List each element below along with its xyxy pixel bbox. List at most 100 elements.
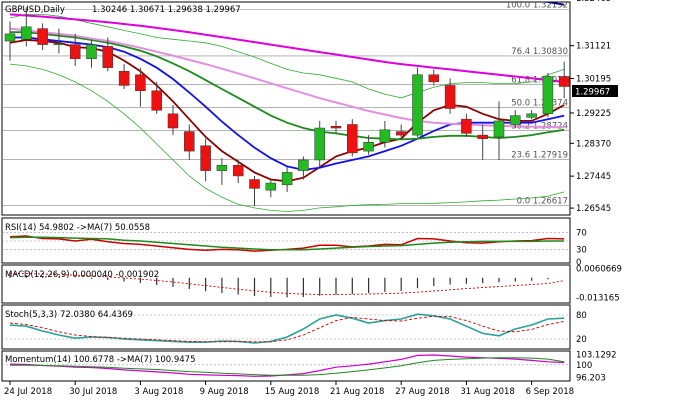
rsi-tick-label: 70 (576, 229, 587, 239)
fibonacci-label: 23.6 1.27919 (511, 150, 568, 160)
bullish-candle (216, 165, 228, 171)
bullish-candle (281, 172, 293, 186)
rsi-tick-label: 30 (576, 245, 587, 255)
macd-signal-line (9, 272, 565, 295)
moving-average-line (541, 2, 565, 6)
price-tick-label: 1.32465 (576, 0, 611, 4)
macd-title: MACD(12,26,9) 0.000040 -0.001902 (5, 270, 159, 280)
momentum-tick-label: 100 (576, 361, 592, 371)
bullish-candle (21, 26, 32, 40)
bullish-candle (526, 113, 537, 118)
macd-indicator: 0.0060669 -0.013165 (9, 265, 622, 304)
rsi-title: RSI(14) 54.9802 ->MA(7) 50.0558 (5, 223, 150, 233)
date-tick-label: 6 Sep 2018 (526, 387, 574, 397)
date-tick-label: 15 Aug 2018 (265, 387, 319, 397)
bullish-candle (510, 115, 521, 125)
current-price-label: 1.29967 (575, 88, 610, 98)
bearish-candle (461, 118, 472, 134)
stoch-panel-frame (1, 304, 571, 350)
bearish-candle (200, 145, 211, 171)
date-tick-label: 21 Aug 2018 (330, 387, 384, 397)
price-axis: 1.32465 1.31121 1.30195 1.29225 1.28370 1.274… (570, 0, 611, 214)
chart-symbol: GBPUSD,Daily (5, 5, 65, 15)
fibonacci-label: 100.0 1.32132 (506, 1, 568, 11)
stoch-tick-label: 80 (576, 311, 587, 321)
rsi-tick-label: 0 (576, 258, 581, 268)
bearish-candle (135, 74, 146, 92)
bearish-candle (477, 134, 488, 139)
bearish-candle (395, 131, 407, 136)
bearish-candle (69, 44, 81, 60)
bullish-candle (86, 44, 97, 60)
bearish-candle (330, 126, 342, 129)
bullish-candle (363, 141, 374, 152)
stoch-tick-label: 20 (576, 335, 587, 345)
chart-ohlc: 1.30246 1.30671 1.29638 1.29967 (92, 5, 241, 15)
bullish-candle (53, 43, 65, 45)
bullish-candle (4, 33, 16, 42)
stoch-k-line (9, 313, 565, 344)
bearish-candle (118, 70, 130, 86)
moving-average-line (10, 31, 565, 141)
candlesticks (4, 7, 570, 207)
momentum-tick-label: 96.203 (576, 374, 606, 384)
fibonacci-label: 76.4 1.30830 (511, 47, 568, 57)
date-tick-label: 3 Aug 2018 (134, 387, 183, 397)
bullish-candle (314, 127, 325, 161)
bullish-candle (542, 76, 554, 115)
date-tick-label: 27 Aug 2018 (395, 387, 449, 397)
stoch-d-line (9, 315, 565, 343)
date-tick-label: 9 Aug 2018 (200, 387, 249, 397)
bullish-candle (298, 159, 309, 171)
stochastic-indicator: 80 20 (2, 311, 587, 345)
fibonacci-label: 61.8 1.30025 (511, 76, 568, 86)
moving-average-line (9, 39, 565, 183)
price-tick-label: 1.30195 (576, 75, 611, 85)
fibonacci-label: 50.0 1.29374 (511, 99, 568, 109)
moving-average-line (9, 13, 565, 83)
current-price-tag (572, 85, 618, 97)
momentum-panel-frame (1, 350, 571, 382)
date-tick-label: 30 Jul 2018 (69, 387, 117, 397)
rsi-series-line (9, 236, 565, 251)
bearish-candle (102, 46, 114, 68)
bearish-candle (428, 74, 440, 83)
bearish-candle (167, 113, 179, 129)
bearish-candle (444, 85, 456, 109)
price-tick-label: 1.28370 (576, 139, 611, 149)
price-tick-label: 1.27445 (576, 172, 611, 182)
macd-panel-frame (1, 264, 571, 304)
stoch-title: Stoch(5,3,3) 72.0380 64.4369 (5, 310, 133, 320)
macd-tick-label: 0.0060669 (576, 265, 622, 275)
bullish-candle (265, 182, 277, 191)
moving-averages (9, 2, 565, 183)
moving-average-line (10, 36, 565, 171)
bearish-candle (347, 124, 358, 154)
rsi-panel-frame (1, 217, 571, 264)
bearish-candle (249, 179, 260, 189)
fibonacci-label: 0.0 1.26617 (517, 197, 568, 207)
bearish-candle (37, 28, 48, 45)
momentum-title: Momentum(14) 100.6778 ->MA(7) 100.9475 (5, 355, 195, 365)
rsi-indicator: 70 30 0 (2, 229, 587, 268)
price-tick-label: 1.26545 (576, 204, 611, 214)
date-tick-label: 24 Jul 2018 (4, 387, 52, 397)
bullish-candle (379, 129, 391, 143)
price-tick-label: 1.29225 (576, 109, 611, 119)
moving-average-line (9, 27, 565, 129)
bollinger-lower-line (9, 63, 565, 212)
bearish-candle (232, 165, 244, 177)
bullish-candle (493, 120, 505, 138)
bollinger-bands (9, 14, 565, 212)
bearish-candle (151, 90, 162, 111)
date-axis: 24 Jul 2018 30 Jul 2018 3 Aug 2018 9 Aug 20… (4, 381, 574, 397)
price-tick-label: 1.31121 (576, 42, 611, 52)
bullish-candle (412, 74, 423, 136)
main-panel-frame (1, 1, 571, 216)
momentum-tick-label: 103.1292 (576, 350, 617, 360)
date-tick-label: 31 Aug 2018 (460, 387, 514, 397)
bearish-candle (558, 76, 570, 87)
bollinger-upper-line (9, 14, 565, 99)
